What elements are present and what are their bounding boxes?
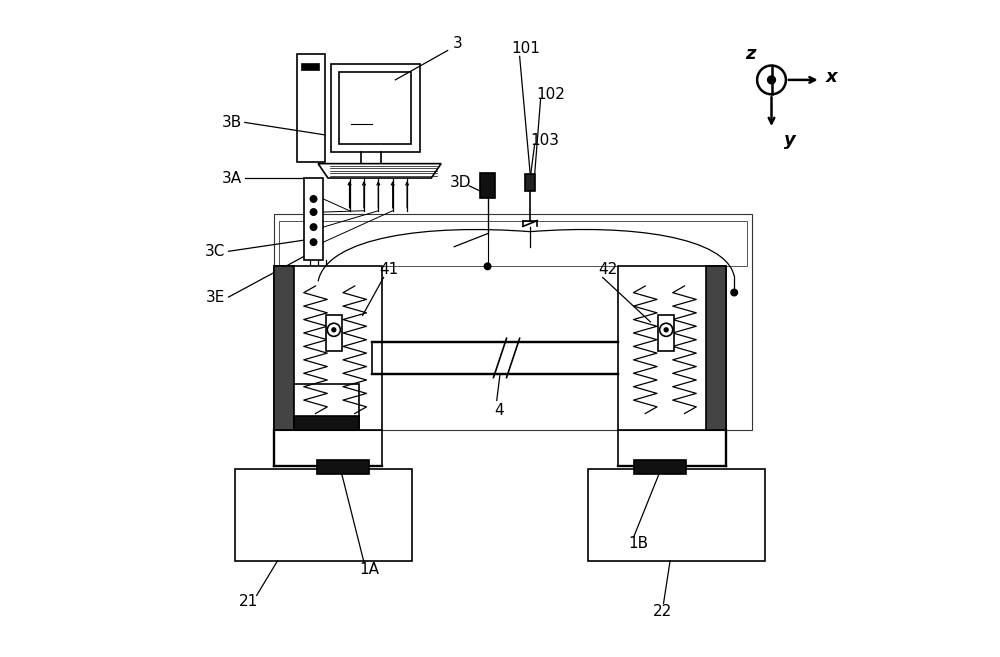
- Circle shape: [310, 196, 317, 202]
- Text: 1A: 1A: [359, 562, 379, 577]
- Circle shape: [731, 289, 737, 296]
- Bar: [304, 178, 323, 260]
- Bar: [326, 315, 342, 351]
- Bar: [274, 266, 382, 430]
- Bar: [279, 221, 747, 266]
- Text: x: x: [826, 68, 838, 85]
- Bar: [302, 64, 319, 70]
- Bar: [634, 460, 686, 474]
- Bar: [658, 315, 674, 351]
- Polygon shape: [318, 164, 441, 178]
- Bar: [331, 64, 420, 152]
- Text: 3C: 3C: [205, 244, 226, 259]
- Text: 1B: 1B: [629, 535, 649, 551]
- Text: 3B: 3B: [222, 115, 242, 130]
- Circle shape: [310, 239, 317, 246]
- Circle shape: [484, 263, 491, 269]
- Bar: [294, 415, 359, 430]
- Bar: [588, 469, 765, 560]
- Bar: [294, 384, 359, 430]
- Text: y: y: [784, 131, 796, 149]
- Bar: [274, 214, 752, 430]
- Text: 3A: 3A: [222, 171, 242, 185]
- Text: 41: 41: [379, 262, 398, 277]
- Text: 101: 101: [512, 41, 541, 56]
- Bar: [706, 266, 726, 430]
- Bar: [235, 469, 412, 560]
- Bar: [274, 266, 294, 430]
- Text: 22: 22: [653, 604, 672, 619]
- Circle shape: [332, 328, 336, 332]
- Circle shape: [664, 328, 668, 332]
- Text: z: z: [745, 45, 756, 62]
- Text: 103: 103: [530, 133, 559, 148]
- Circle shape: [310, 224, 317, 231]
- Circle shape: [768, 76, 775, 84]
- Bar: [317, 460, 369, 474]
- Text: 3D: 3D: [450, 175, 471, 190]
- Bar: [618, 266, 726, 430]
- Circle shape: [310, 209, 317, 215]
- Text: 21: 21: [238, 595, 258, 610]
- Bar: [339, 72, 411, 144]
- Bar: [525, 174, 535, 191]
- Text: 3: 3: [453, 36, 462, 51]
- Text: 102: 102: [537, 87, 565, 102]
- Bar: [480, 173, 495, 198]
- Text: 42: 42: [598, 262, 618, 277]
- Text: 4: 4: [494, 403, 504, 418]
- Text: 3E: 3E: [206, 290, 225, 305]
- Bar: [297, 54, 325, 162]
